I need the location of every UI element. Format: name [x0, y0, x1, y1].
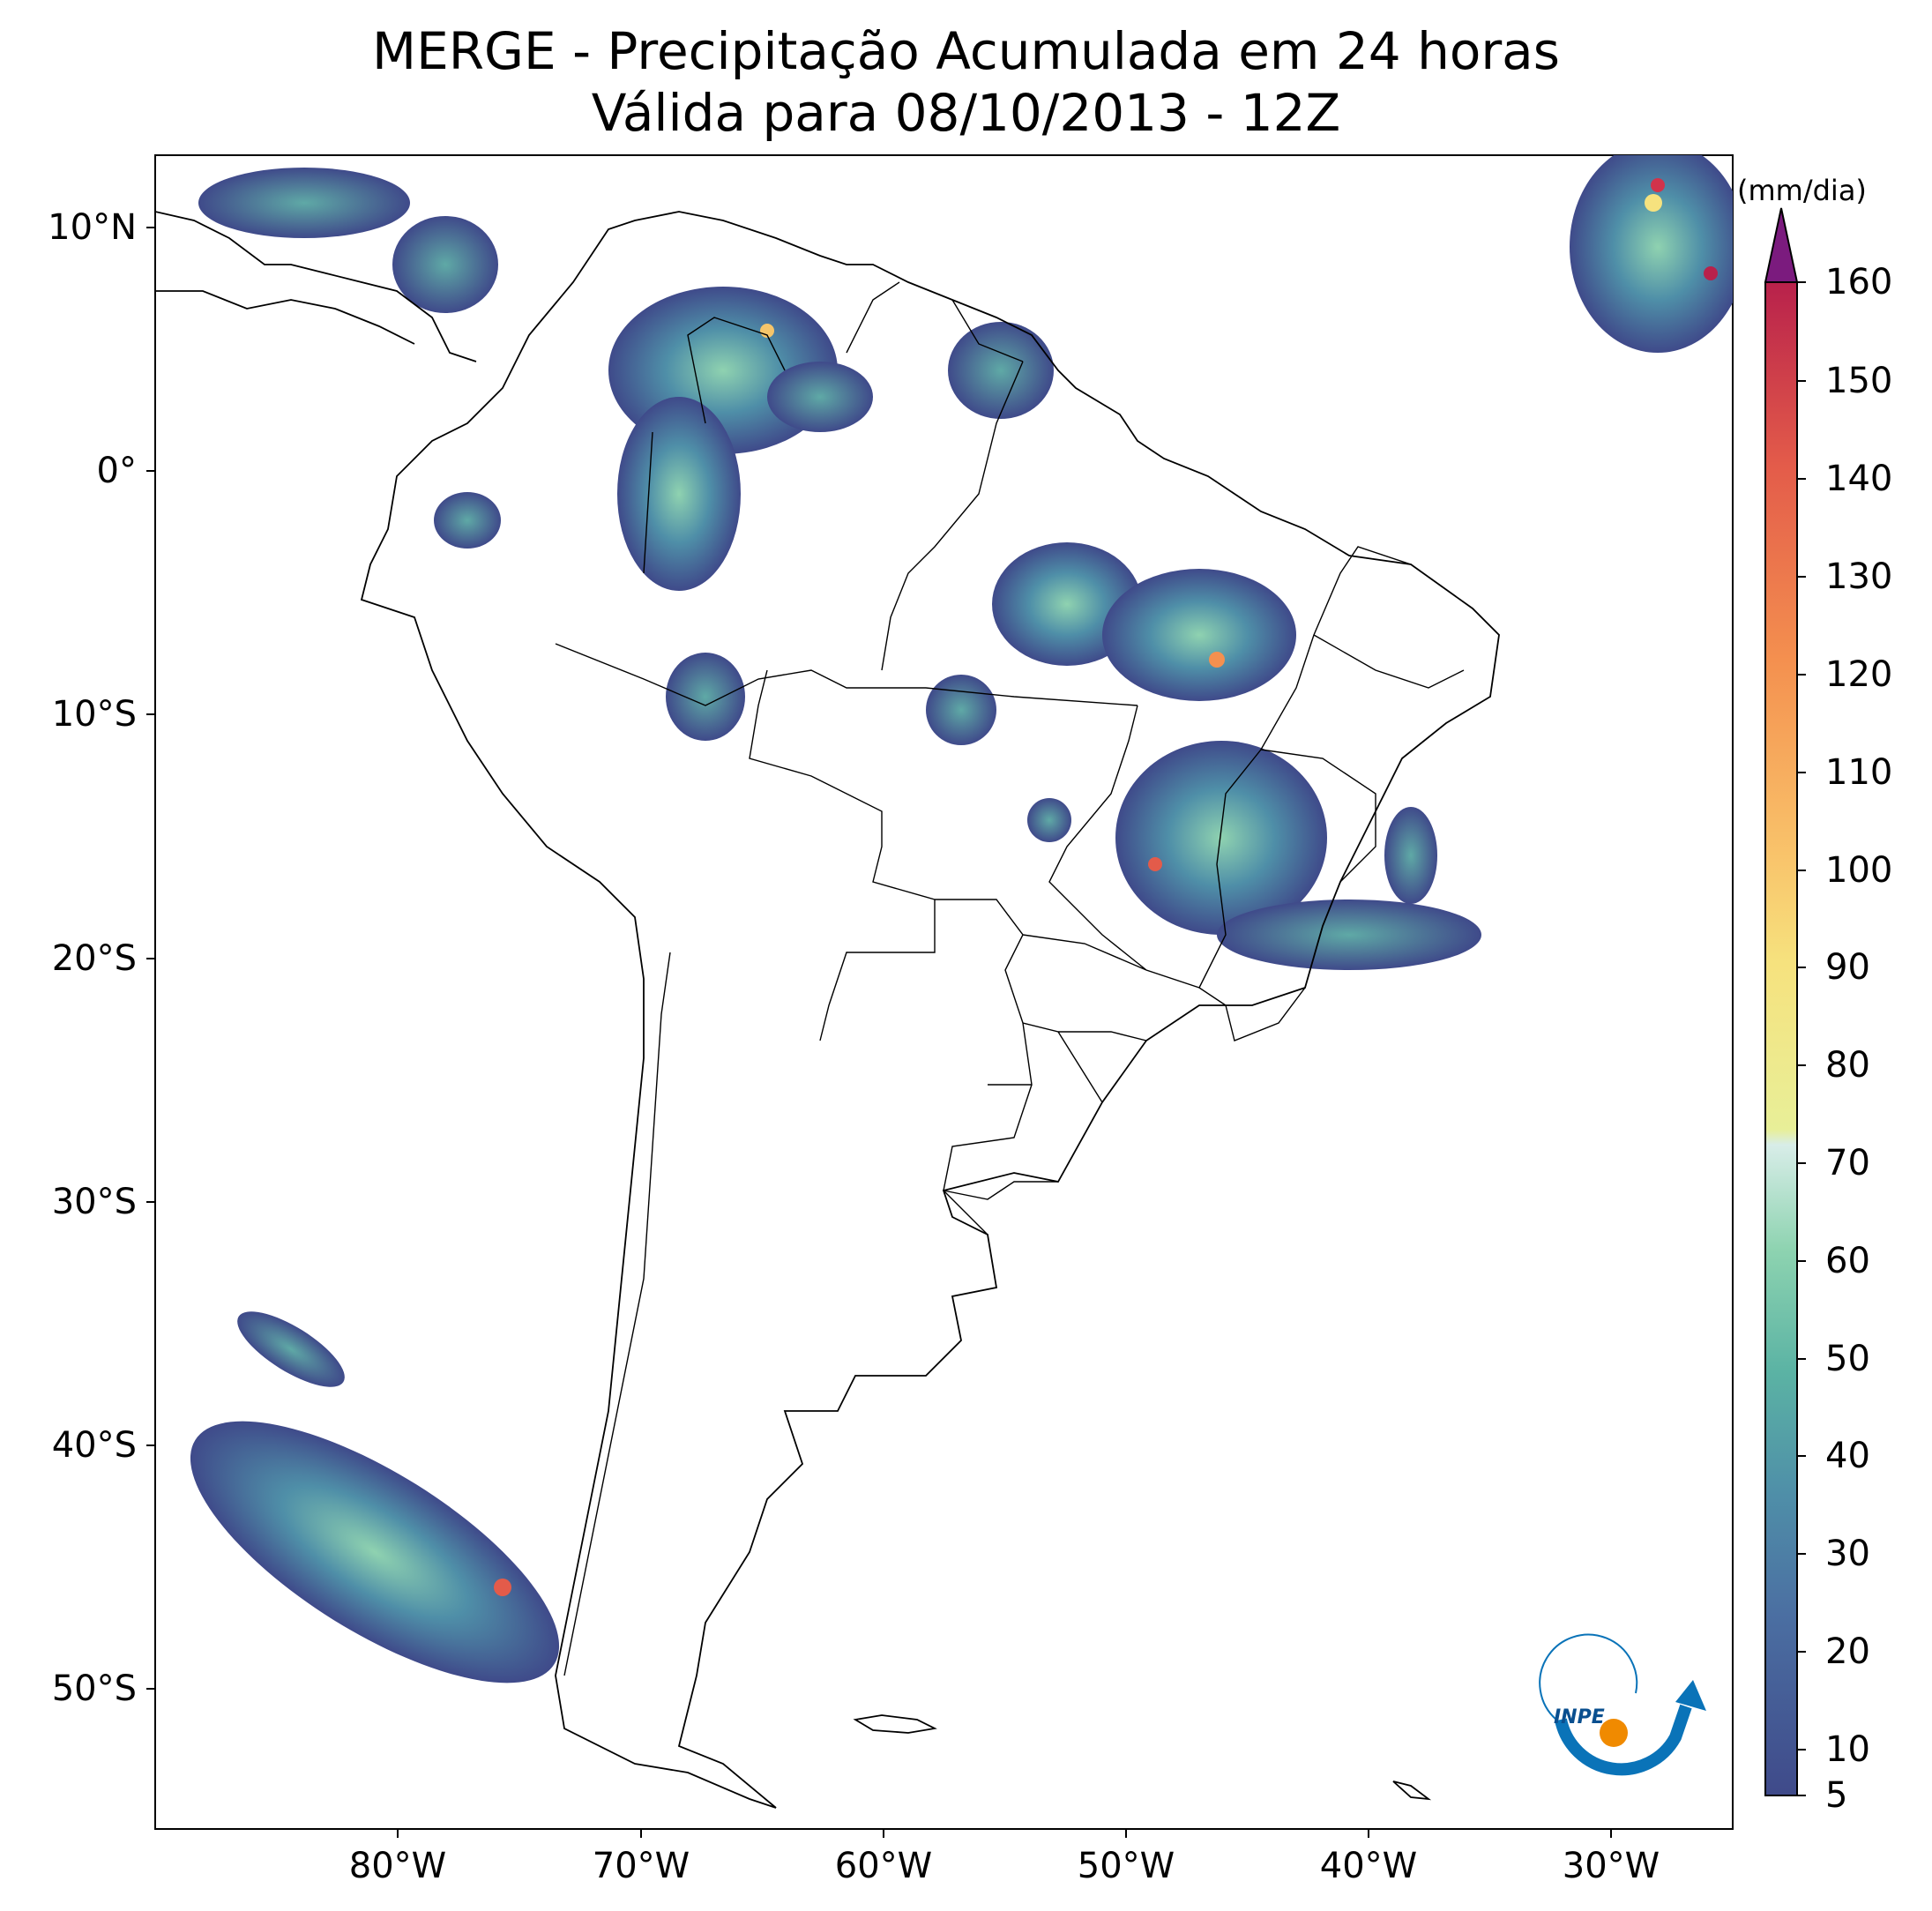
lat-tick-40s: 40°S	[51, 1425, 137, 1466]
colorbar-label-90: 90	[1825, 947, 1870, 988]
rain-cell-mato-grosso	[926, 675, 996, 745]
lat-tick-30s: 30°S	[51, 1182, 137, 1222]
falklands-coastline	[853, 1714, 937, 1734]
rain-cell-ecuador	[434, 492, 501, 549]
inpe-logo-text: INPE	[1554, 1706, 1605, 1728]
rain-max-5	[1651, 178, 1665, 192]
colorbar-label-70: 70	[1825, 1143, 1870, 1183]
lat-tick-10n: 10°N	[48, 207, 137, 248]
colorbar	[1764, 281, 1798, 1796]
rain-max-7	[1645, 194, 1662, 212]
rain-cell-maranhao	[1102, 569, 1296, 701]
logo-swoosh	[1555, 1704, 1692, 1776]
colorbar-label-150: 150	[1825, 361, 1893, 401]
colorbar-label-10: 10	[1825, 1729, 1870, 1770]
colorbar-label-60: 60	[1825, 1241, 1870, 1281]
inpe-logo	[1539, 1633, 1706, 1776]
colorbar-label-50: 50	[1825, 1339, 1870, 1379]
logo-sun	[1600, 1719, 1628, 1747]
colorbar-label-130: 130	[1825, 556, 1893, 597]
colorbar-label-140: 140	[1825, 459, 1893, 499]
colorbar-label-20: 20	[1825, 1631, 1870, 1672]
colorbar-label-160: 160	[1825, 262, 1893, 302]
rain-cell-central-america	[198, 168, 410, 238]
lon-tick-50w: 50°W	[1077, 1846, 1175, 1886]
colorbar-label-40: 40	[1825, 1436, 1870, 1476]
colorbar-extend-arrow	[1764, 207, 1799, 283]
map-title: MERGE - Precipitação Acumulada em 24 hor…	[372, 21, 1560, 81]
lon-tick-40w: 40°W	[1319, 1846, 1418, 1886]
rain-cell-small	[1027, 798, 1071, 842]
rain-max-4	[494, 1579, 511, 1596]
coastline-layer	[155, 211, 1500, 1809]
colorbar-label-120: 120	[1825, 654, 1893, 695]
logo-orbit	[1539, 1633, 1638, 1721]
axis-tick-marks	[146, 227, 1612, 1838]
rain-cell-panama	[392, 216, 498, 313]
logo-arrow	[1675, 1680, 1706, 1711]
lon-tick-30w: 30°W	[1562, 1846, 1660, 1886]
rain-cell-suriname	[948, 322, 1054, 419]
rain-max-3	[1148, 857, 1162, 871]
colorbar-label-30: 30	[1825, 1534, 1870, 1574]
south-america-coastline	[360, 211, 1500, 1809]
colorbar-units: (mm/dia)	[1737, 174, 1867, 207]
central-america-coastline	[155, 211, 477, 362]
map-subtitle: Válida para 08/10/2013 - 12Z	[591, 83, 1341, 143]
rain-cell-guyana	[767, 362, 873, 432]
colorbar-label-80: 80	[1825, 1045, 1870, 1086]
lon-tick-80w: 80°W	[348, 1846, 447, 1886]
rain-cell-pacific-south	[237, 1311, 345, 1387]
lat-tick-50s: 50°S	[51, 1668, 137, 1709]
rain-max-2	[1209, 652, 1225, 668]
lon-tick-60w: 60°W	[834, 1846, 933, 1886]
rain-cell-southeast	[1217, 900, 1481, 970]
rain-cell-patagonia	[190, 1421, 560, 1683]
precipitation-layer	[190, 155, 1733, 1683]
rain-cell-bahia-coast	[1384, 807, 1437, 904]
rain-cell-goias	[1115, 741, 1327, 935]
rain-cell-atlantic-north	[1570, 155, 1733, 353]
lat-tick-20s: 20°S	[51, 938, 137, 979]
south-georgia-coastline	[1392, 1780, 1432, 1801]
colorbar-label-100: 100	[1825, 850, 1893, 891]
rain-max-6	[1704, 266, 1718, 280]
rain-cell-acre	[666, 653, 745, 741]
country-borders	[555, 281, 1465, 1676]
colorbar-label-5: 5	[1825, 1775, 1848, 1816]
lat-tick-10s: 10°S	[51, 694, 137, 735]
lon-tick-70w: 70°W	[592, 1846, 690, 1886]
rain-cell-amazon-west	[617, 397, 741, 591]
lat-tick-0: 0°	[96, 451, 137, 491]
colorbar-label-110: 110	[1825, 752, 1893, 793]
colorbar-ticks	[1797, 281, 1806, 1796]
